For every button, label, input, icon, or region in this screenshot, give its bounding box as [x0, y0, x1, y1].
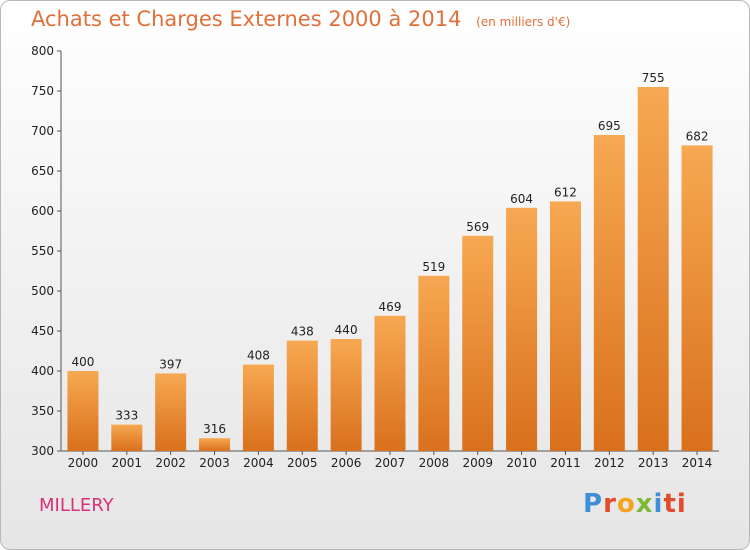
data-label: 755: [642, 71, 665, 85]
commune-name: MILLERY: [39, 495, 114, 516]
bar-2008: [418, 275, 450, 451]
y-tick-label: 450: [31, 324, 54, 338]
bar-2004: [242, 364, 274, 451]
x-tick-label: 2004: [243, 456, 274, 470]
data-label: 612: [554, 185, 577, 199]
y-tick-label: 800: [31, 44, 54, 58]
x-tick-label: 2003: [199, 456, 230, 470]
data-label: 604: [510, 192, 533, 206]
data-label: 438: [291, 325, 314, 339]
x-tick-label: 2006: [331, 456, 362, 470]
data-label: 519: [422, 260, 445, 274]
x-tick-label: 2008: [419, 456, 450, 470]
y-tick-label: 700: [31, 124, 54, 138]
chart-title: Achats et Charges Externes 2000 à 2014 (…: [31, 7, 570, 31]
data-label: 333: [115, 409, 138, 423]
logo-letter: r: [603, 489, 617, 519]
y-tick-label: 400: [31, 364, 54, 378]
x-tick-label: 2002: [155, 456, 186, 470]
data-label: 695: [598, 119, 621, 133]
chart-title-text: Achats et Charges Externes 2000 à 2014: [31, 7, 462, 31]
x-tick-label: 2010: [506, 456, 537, 470]
bar-2011: [549, 201, 581, 451]
x-tick-label: 2001: [112, 456, 143, 470]
x-tick-label: 2007: [375, 456, 406, 470]
bar-2000: [67, 371, 99, 451]
data-label: 682: [686, 129, 709, 143]
y-tick-label: 550: [31, 244, 54, 258]
y-tick-label: 650: [31, 164, 54, 178]
y-tick-label: 500: [31, 284, 54, 298]
x-tick-label: 2012: [594, 456, 625, 470]
bar-2001: [111, 424, 143, 451]
data-label: 569: [466, 220, 489, 234]
logo-letter: i: [653, 489, 664, 519]
data-label: 400: [71, 355, 94, 369]
data-label: 408: [247, 349, 270, 363]
chart-subtitle: (en milliers d'€): [476, 15, 571, 29]
bar-2005: [286, 340, 318, 451]
bar-2012: [593, 135, 625, 451]
y-tick-label: 350: [31, 404, 54, 418]
x-tick-label: 2009: [462, 456, 493, 470]
bar-2009: [462, 235, 494, 451]
proxiti-logo: Proxiti: [583, 489, 687, 519]
x-tick-label: 2014: [682, 456, 713, 470]
logo-letter: o: [616, 489, 636, 519]
data-label: 440: [335, 323, 358, 337]
y-tick-label: 300: [31, 444, 54, 458]
x-tick-label: 2005: [287, 456, 318, 470]
x-tick-label: 2011: [550, 456, 581, 470]
bar-2002: [155, 373, 187, 451]
data-label: 316: [203, 422, 226, 436]
y-tick-label: 750: [31, 84, 54, 98]
data-label: 469: [379, 300, 402, 314]
bar-2006: [330, 339, 362, 451]
bar-2014: [681, 145, 713, 451]
bar-2013: [637, 87, 669, 451]
x-tick-label: 2013: [638, 456, 669, 470]
y-tick-label: 600: [31, 204, 54, 218]
logo-letter: x: [635, 489, 654, 519]
x-tick-label: 2000: [68, 456, 99, 470]
logo-letter: P: [583, 489, 604, 519]
logo-letter: ti: [663, 489, 687, 519]
bar-2007: [374, 315, 406, 451]
bar-2010: [506, 207, 538, 451]
bar-2003: [199, 438, 231, 451]
data-label: 397: [159, 357, 182, 371]
